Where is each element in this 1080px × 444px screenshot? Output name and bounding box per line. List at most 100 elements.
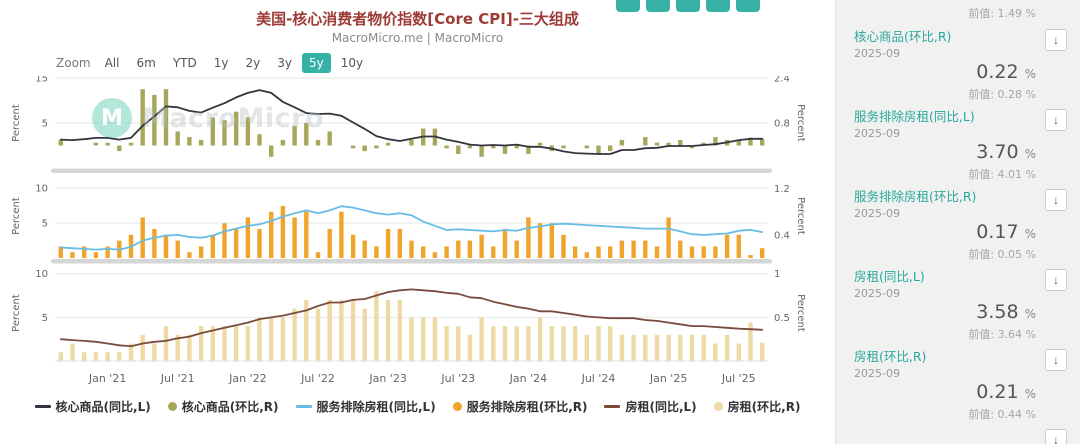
sidebar-stat: ↓ 服务排除房租(同比,L) 2025-09 3.70 % 前值: 4.01 % [836, 102, 1080, 182]
header-action-button[interactable] [616, 0, 640, 12]
download-button[interactable]: ↓ [1045, 429, 1067, 444]
stat-name: 房租(同比,L) [854, 269, 925, 284]
download-icon: ↓ [1053, 33, 1059, 47]
stat-prev: 前值: 0.28 % [968, 88, 1036, 101]
svg-text:0.4: 0.4 [774, 230, 790, 241]
page-title: 美国-核心消费者物价指数[Core CPI]-三大组成 [256, 10, 579, 28]
svg-text:Percent: Percent [795, 197, 806, 235]
svg-text:5: 5 [42, 219, 48, 230]
download-icon: ↓ [1053, 113, 1059, 127]
svg-text:5: 5 [42, 313, 48, 324]
svg-text:Percent: Percent [795, 294, 806, 332]
stat-name: 核心商品(环比,R) [854, 29, 952, 44]
stat-date: 2025-09 [854, 207, 900, 220]
svg-text:Jan '23: Jan '23 [368, 372, 406, 385]
range-selector: Zoom All 6m YTD 1y 2y 3y 5y 10y [56, 53, 370, 73]
zoom-button-5y[interactable]: 5y [301, 53, 331, 73]
legend-label: 核心商品(环比,R) [181, 400, 279, 414]
legend-item[interactable]: 房租(环比,R) [713, 398, 801, 415]
svg-text:Percent: Percent [11, 104, 22, 142]
legend-marker-line-icon [604, 405, 621, 408]
sidebar-stat: ↓ 服务排除房租(环比,R) 2025-09 0.17 % 前值: 0.05 % [836, 182, 1080, 262]
svg-text:5: 5 [42, 119, 48, 130]
chart-legend: 核心商品(同比,L) 核心商品(环比,R) 服务排除房租(同比,L) 服务排除房… [0, 398, 835, 415]
svg-text:Jul '22: Jul '22 [300, 372, 335, 385]
legend-item[interactable]: 核心商品(同比,L) [34, 398, 151, 415]
sidebar-stat: ↓ 房租(同比,L) 2025-09 3.58 % 前值: 3.64 % [836, 262, 1080, 342]
legend-label: 服务排除房租(同比,L) [316, 400, 436, 414]
legend-label: 房租(环比,R) [727, 400, 801, 414]
svg-text:Percent: Percent [11, 197, 22, 235]
sidebar-stat: ↓ 核心商品(环比,R) 2025-09 0.22 % 前值: 0.28 % [836, 22, 1080, 102]
zoom-button-ytd[interactable]: YTD [166, 53, 204, 73]
legend-marker-bar-icon [713, 402, 723, 411]
legend-marker-line-icon [34, 405, 51, 408]
header-action-button[interactable] [646, 0, 670, 12]
stat-date: 2025-09 [854, 367, 900, 380]
download-icon: ↓ [1053, 353, 1059, 367]
stat-value: 0.21 % [976, 381, 1036, 403]
stat-value: 0.22 % [976, 61, 1036, 83]
sidebar-stat: ↓ 房租(环比,R) 2025-09 0.21 % 前值: 0.44 % [836, 342, 1080, 422]
header-actions [616, 0, 760, 12]
svg-text:1: 1 [774, 269, 780, 280]
download-button[interactable]: ↓ [1045, 109, 1067, 131]
chart-panel: 美国-核心消费者物价指数[Core CPI]-三大组成 MacroMicro.m… [0, 0, 835, 415]
legend-label: 服务排除房租(环比,R) [466, 400, 588, 414]
stat-value: 3.58 % [976, 301, 1036, 323]
stat-prev: 前值: 0.44 % [968, 408, 1036, 421]
stat-value: 3.70 % [976, 141, 1036, 163]
sidebar-stat-partial: ↓ [836, 422, 1080, 444]
download-button[interactable]: ↓ [1045, 189, 1067, 211]
svg-text:10: 10 [35, 269, 48, 280]
stats-sidebar: 前值: 1.49 % ↓ 核心商品(环比,R) 2025-09 0.22 % 前… [835, 0, 1080, 444]
download-icon: ↓ [1053, 273, 1059, 287]
zoom-button-all[interactable]: All [98, 53, 127, 73]
svg-text:Jan '21: Jan '21 [88, 372, 126, 385]
stat-prev: 前值: 4.01 % [968, 168, 1036, 181]
svg-text:0.5: 0.5 [774, 313, 790, 324]
svg-text:2.4: 2.4 [774, 76, 790, 85]
download-button[interactable]: ↓ [1045, 269, 1067, 291]
legend-marker-line-icon [295, 405, 312, 408]
svg-text:Jul '21: Jul '21 [160, 372, 195, 385]
download-icon: ↓ [1053, 193, 1059, 207]
svg-text:Percent: Percent [795, 104, 806, 142]
svg-text:Jan '24: Jan '24 [509, 372, 547, 385]
zoom-button-1y[interactable]: 1y [207, 53, 236, 73]
zoom-button-2y[interactable]: 2y [238, 53, 267, 73]
download-button[interactable]: ↓ [1045, 349, 1067, 371]
header-action-button[interactable] [676, 0, 700, 12]
svg-text:10: 10 [35, 184, 48, 195]
zoom-button-10y[interactable]: 10y [334, 53, 370, 73]
legend-item[interactable]: 服务排除房租(同比,L) [295, 398, 436, 415]
legend-item[interactable]: 核心商品(环比,R) [167, 398, 279, 415]
legend-marker-bar-icon [452, 402, 462, 411]
header-action-button[interactable] [736, 0, 760, 12]
svg-text:Jan '25: Jan '25 [649, 372, 687, 385]
legend-item[interactable]: 房租(同比,L) [604, 398, 697, 415]
zoom-label: Zoom [56, 56, 91, 70]
svg-text:Jul '24: Jul '24 [581, 372, 616, 385]
svg-text:15: 15 [35, 76, 48, 85]
legend-label: 房租(同比,L) [625, 400, 697, 414]
stat-value: 0.17 % [976, 221, 1036, 243]
svg-text:Jan '22: Jan '22 [228, 372, 266, 385]
stat-prev: 前值: 0.05 % [968, 248, 1036, 261]
download-button[interactable]: ↓ [1045, 29, 1067, 51]
legend-label: 核心商品(同比,L) [55, 400, 151, 414]
zoom-button-3y[interactable]: 3y [270, 53, 299, 73]
stat-date: 2025-09 [854, 287, 900, 300]
svg-text:Jul '23: Jul '23 [440, 372, 475, 385]
header-action-button[interactable] [706, 0, 730, 12]
chart-subtitle: MacroMicro.me | MacroMicro [331, 31, 504, 45]
stat-date: 2025-09 [854, 47, 900, 60]
legend-marker-bar-icon [167, 402, 177, 411]
stat-prev-partial: 前值: 1.49 % [968, 7, 1036, 20]
zoom-button-6m[interactable]: 6m [129, 53, 162, 73]
svg-text:Jul '25: Jul '25 [721, 372, 756, 385]
stat-date: 2025-09 [854, 127, 900, 140]
stat-name: 服务排除房租(环比,R) [854, 189, 977, 204]
legend-item[interactable]: 服务排除房租(环比,R) [452, 398, 588, 415]
